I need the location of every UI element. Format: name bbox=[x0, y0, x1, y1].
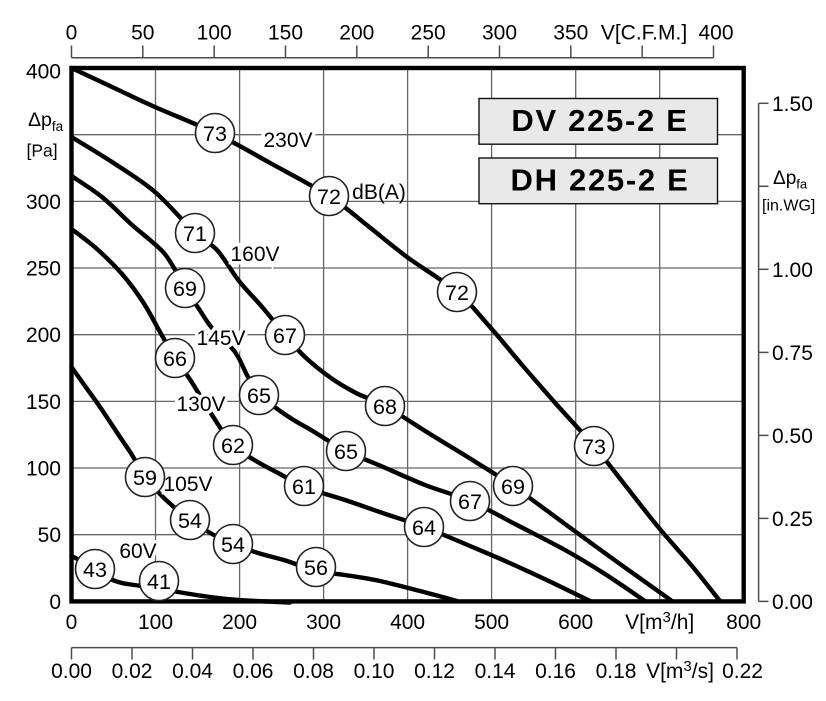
svg-text:67: 67 bbox=[458, 490, 482, 514]
svg-text:65: 65 bbox=[334, 440, 358, 464]
svg-text:73: 73 bbox=[203, 122, 227, 146]
svg-text:50: 50 bbox=[131, 22, 154, 45]
svg-text:0: 0 bbox=[49, 591, 61, 614]
svg-text:V[m3/s]: V[m3/s] bbox=[646, 658, 714, 683]
svg-text:200: 200 bbox=[339, 22, 374, 45]
svg-text:800: 800 bbox=[726, 611, 761, 634]
svg-text:DV 225-2 E: DV 225-2 E bbox=[511, 103, 688, 138]
svg-text:600: 600 bbox=[558, 611, 593, 634]
svg-text:500: 500 bbox=[474, 611, 509, 634]
svg-text:300: 300 bbox=[26, 191, 61, 214]
svg-text:62: 62 bbox=[221, 434, 245, 458]
svg-text:200: 200 bbox=[26, 324, 61, 347]
svg-text:50: 50 bbox=[38, 524, 61, 547]
svg-text:300: 300 bbox=[482, 22, 517, 45]
svg-text:200: 200 bbox=[222, 611, 257, 634]
svg-text:DH 225-2 E: DH 225-2 E bbox=[511, 163, 690, 198]
svg-text:60V: 60V bbox=[119, 540, 156, 563]
svg-text:41: 41 bbox=[147, 570, 171, 594]
svg-text:400: 400 bbox=[698, 22, 733, 45]
svg-text:0.22: 0.22 bbox=[722, 660, 763, 683]
svg-text:100: 100 bbox=[26, 458, 61, 481]
svg-text:54: 54 bbox=[221, 533, 245, 557]
svg-text:43: 43 bbox=[83, 558, 107, 582]
svg-text:1.50: 1.50 bbox=[772, 93, 813, 116]
svg-text:0.25: 0.25 bbox=[772, 508, 813, 531]
svg-text:0.06: 0.06 bbox=[233, 660, 274, 683]
svg-text:0: 0 bbox=[66, 22, 78, 45]
svg-text:71: 71 bbox=[183, 222, 207, 246]
svg-text:0.10: 0.10 bbox=[354, 660, 395, 683]
svg-text:0.50: 0.50 bbox=[772, 425, 813, 448]
svg-text:59: 59 bbox=[133, 466, 157, 490]
svg-text:250: 250 bbox=[26, 258, 61, 281]
svg-text:69: 69 bbox=[173, 277, 197, 301]
svg-text:[Pa]: [Pa] bbox=[27, 141, 58, 161]
svg-text:dB(A): dB(A) bbox=[352, 181, 406, 204]
svg-text:230V: 230V bbox=[263, 129, 312, 152]
svg-text:400: 400 bbox=[26, 61, 61, 84]
svg-text:0.08: 0.08 bbox=[293, 660, 334, 683]
svg-text:66: 66 bbox=[163, 347, 187, 371]
svg-text:68: 68 bbox=[373, 395, 397, 419]
svg-text:72: 72 bbox=[317, 185, 341, 209]
svg-text:0.00: 0.00 bbox=[772, 591, 813, 614]
svg-text:0.02: 0.02 bbox=[112, 660, 153, 683]
svg-text:100: 100 bbox=[197, 22, 232, 45]
svg-text:130V: 130V bbox=[176, 393, 225, 416]
svg-text:145V: 145V bbox=[196, 327, 245, 350]
svg-text:61: 61 bbox=[292, 475, 316, 499]
svg-text:[in.WG]: [in.WG] bbox=[762, 198, 815, 215]
svg-text:350: 350 bbox=[553, 22, 588, 45]
svg-text:1.00: 1.00 bbox=[772, 259, 813, 282]
svg-text:54: 54 bbox=[178, 509, 202, 533]
svg-text:56: 56 bbox=[304, 556, 328, 580]
svg-text:0.12: 0.12 bbox=[414, 660, 455, 683]
svg-text:100: 100 bbox=[138, 611, 173, 634]
svg-text:300: 300 bbox=[306, 611, 341, 634]
svg-text:150: 150 bbox=[268, 22, 303, 45]
svg-text:64: 64 bbox=[412, 516, 436, 540]
svg-text:150: 150 bbox=[26, 391, 61, 414]
svg-text:0.16: 0.16 bbox=[535, 660, 576, 683]
svg-text:69: 69 bbox=[501, 475, 525, 499]
svg-text:V[C.F.M.]: V[C.F.M.] bbox=[601, 22, 687, 45]
svg-text:250: 250 bbox=[411, 22, 446, 45]
svg-text:72: 72 bbox=[445, 281, 469, 305]
svg-text:160V: 160V bbox=[230, 243, 279, 266]
svg-text:73: 73 bbox=[582, 435, 606, 459]
svg-text:65: 65 bbox=[247, 384, 271, 408]
svg-text:0.04: 0.04 bbox=[172, 660, 213, 683]
svg-text:0.14: 0.14 bbox=[475, 660, 516, 683]
svg-text:400: 400 bbox=[390, 611, 425, 634]
svg-text:0.18: 0.18 bbox=[596, 660, 637, 683]
svg-text:67: 67 bbox=[273, 324, 297, 348]
svg-text:0: 0 bbox=[66, 611, 78, 634]
svg-text:0.00: 0.00 bbox=[51, 660, 92, 683]
svg-text:V[m3/h]: V[m3/h] bbox=[625, 609, 694, 634]
svg-text:0.75: 0.75 bbox=[772, 342, 813, 365]
svg-text:105V: 105V bbox=[163, 473, 212, 496]
